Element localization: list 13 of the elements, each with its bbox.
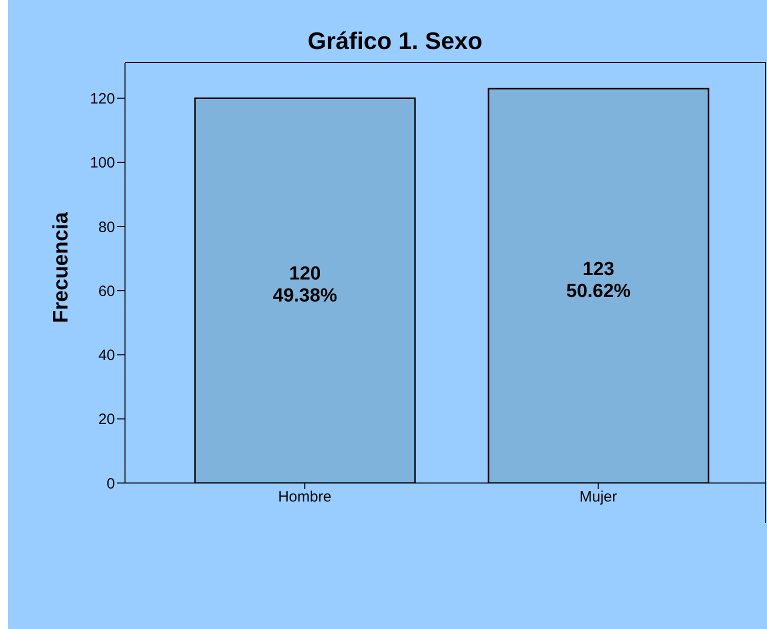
y-tick-label: 100 <box>90 154 115 172</box>
y-tick-label: 40 <box>98 347 115 364</box>
data-label: 123 50.62% <box>566 258 631 302</box>
y-tick-label: 120 <box>90 90 115 108</box>
y-tick-label: 0 <box>106 475 115 492</box>
data-label: 120 49.38% <box>272 264 338 307</box>
chart-title: Gráfico 1. Sexo <box>306 28 484 56</box>
y-tick-label: 60 <box>98 282 115 300</box>
x-tick-label: Mujer <box>579 488 618 506</box>
x-tick-label: Hombre <box>278 488 332 506</box>
y-tick-label: 20 <box>98 411 115 428</box>
y-axis-title: Frecuencia <box>49 212 72 323</box>
y-tick-label: 80 <box>98 218 115 236</box>
